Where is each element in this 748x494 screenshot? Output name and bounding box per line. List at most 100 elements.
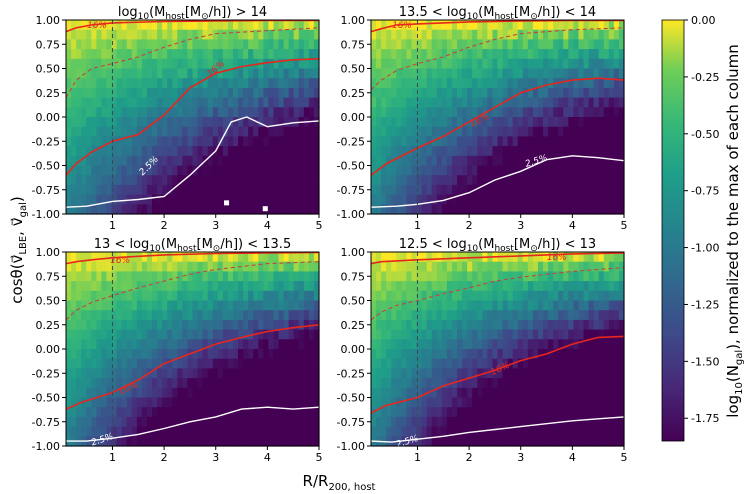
heatmap-cell [598,29,605,40]
heatmap-cell [172,117,178,128]
heatmap-cell [227,329,234,340]
heatmap-cell [106,397,113,408]
heatmap-cell [298,300,305,311]
heatmap-cell [457,387,463,399]
heatmap-cell [91,126,97,137]
heatmap-cell [116,310,123,321]
heatmap-cell [507,387,514,399]
heatmap-cell [426,378,433,389]
heatmap-cell [416,358,423,369]
heatmap-cell [167,378,173,389]
heatmap-cell [177,29,183,40]
heatmap-cell [431,184,438,196]
heatmap-cell [167,175,173,186]
heatmap-cell [268,368,275,379]
heatmap-cell [578,107,585,118]
heatmap-cell [492,126,499,137]
heatmap-cell [462,261,468,272]
heatmap-cell [522,261,529,272]
heatmap-cell [288,310,295,321]
heatmap-cell [207,58,214,70]
heatmap-cell [268,49,275,60]
heatmap-cell [502,117,509,128]
heatmap-cell [152,281,158,292]
heatmap-cell [431,349,438,360]
heatmap-cell [91,136,97,147]
heatmap-cell [126,107,133,118]
heatmap-cell [121,329,128,340]
heatmap-cell [613,310,620,321]
heatmap-cell [603,58,610,70]
heatmap-cell [202,136,209,147]
heatmap-cell [217,281,224,292]
heatmap-cell [313,290,320,302]
heatmap-cell [613,397,620,408]
heatmap-cell [157,29,163,40]
heatmap-cell [457,107,463,118]
heatmap-cell [182,39,189,50]
heatmap-cell [162,68,168,79]
heatmap-cell [162,117,168,128]
heatmap-cell [111,368,118,379]
heatmap-cell [278,29,285,40]
heatmap-cell [131,97,138,108]
heatmap-cell [446,97,453,108]
heatmap-cell [386,358,392,369]
heatmap-cell [207,252,214,263]
heatmap-cell [588,436,595,447]
heatmap-cell [288,319,295,331]
heatmap-cell [232,204,239,215]
heatmap-cell [288,339,295,350]
heatmap-cell [136,387,143,399]
heatmap-cell [446,155,453,167]
heatmap-cell [436,39,443,50]
heatmap-cell [222,117,229,128]
heatmap-cell [608,58,615,70]
heatmap-cell [172,146,178,157]
heatmap-cell [258,426,264,437]
heatmap-cell [71,87,77,99]
heatmap-cell [618,136,625,147]
heatmap-cell [76,165,82,176]
heatmap-cell [512,261,519,272]
heatmap-cell [421,329,428,340]
heatmap-cell [298,78,305,89]
heatmap-cell [573,397,580,408]
heatmap-cell [232,155,239,167]
heatmap-cell [608,426,615,437]
heatmap-cell [598,87,605,99]
heatmap-cell [573,261,580,272]
heatmap-cell [462,126,468,137]
heatmap-cell [141,329,148,340]
heatmap-cell [446,349,453,360]
colorbar-tick-label: -0.50 [691,128,719,141]
heatmap-cell [426,107,433,118]
y-tick-label: 0.00 [341,343,366,356]
heatmap-cell [121,146,128,157]
heatmap-cell [446,329,453,340]
heatmap-cell [441,271,448,282]
heatmap-cell [207,155,214,167]
heatmap-cell [238,39,244,50]
heatmap-cell [313,252,320,263]
heatmap-cell [421,146,428,157]
heatmap-cell [238,20,244,31]
heatmap-cell [258,194,264,205]
heatmap-cell [553,252,559,263]
heatmap-cell [543,78,549,89]
heatmap-cell [177,349,183,360]
heatmap-cell [298,204,305,215]
heatmap-cell [263,339,269,350]
heatmap-cell [543,136,549,147]
heatmap-cell [563,29,569,40]
heatmap-cell [588,319,595,331]
heatmap-cell [446,68,453,79]
heatmap-cell [308,155,315,167]
heatmap-cell [386,378,392,389]
heatmap-cell [613,68,620,79]
heatmap-cell [258,107,264,118]
heatmap-cell [436,261,443,272]
heatmap-cell [157,20,163,31]
heatmap-cell [527,49,534,60]
heatmap-cell [537,416,544,428]
